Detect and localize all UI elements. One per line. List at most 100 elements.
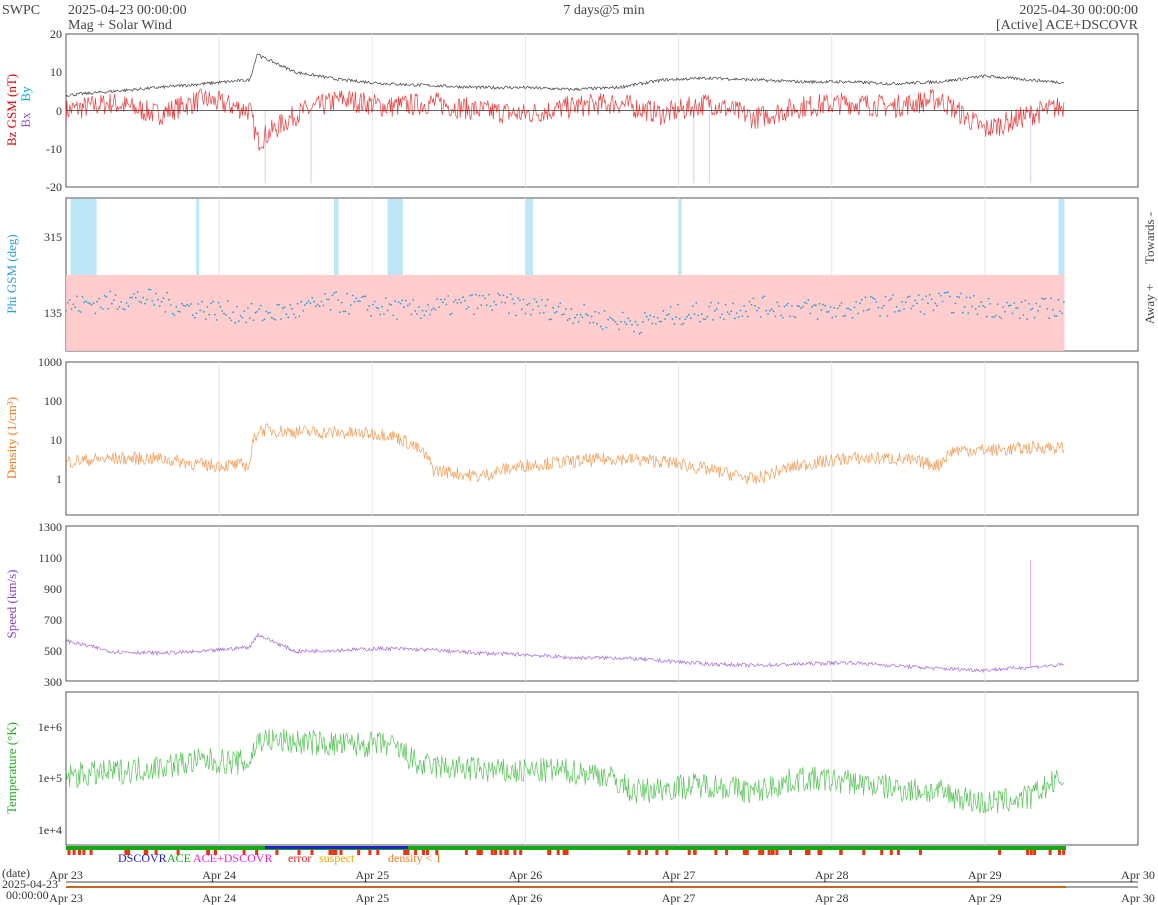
phi-point: [289, 304, 292, 306]
phi-point: [879, 315, 881, 317]
phi-point: [114, 294, 117, 296]
phi-point: [89, 302, 91, 305]
phi-point: [274, 319, 277, 321]
phi-point: [689, 317, 692, 320]
phi-point: [324, 293, 326, 295]
error-mark: [67, 850, 71, 855]
phi-point: [241, 316, 244, 319]
error-mark: [332, 850, 336, 855]
phi-point: [1015, 307, 1017, 310]
phi-point: [201, 300, 203, 303]
xtick-bottom: Apr 24: [202, 891, 236, 905]
phi-point: [820, 309, 823, 312]
phi-point: [280, 318, 282, 320]
phi-point: [164, 311, 167, 313]
legend-ace-dscovr: ACE+DSCOVR: [193, 851, 272, 865]
mag-ytick-m10: -10: [46, 142, 62, 156]
phi-point: [813, 304, 815, 307]
phi-point: [748, 300, 751, 303]
phi-point: [730, 310, 733, 313]
phi-point: [625, 323, 628, 326]
towards-band: [387, 199, 403, 275]
phi-point: [831, 316, 834, 319]
phi-point: [476, 307, 479, 310]
phi-point: [204, 318, 207, 320]
phi-point: [862, 309, 865, 312]
phi-point: [377, 307, 380, 310]
phi-point: [96, 300, 99, 303]
phi-point: [101, 308, 104, 310]
phi-point: [963, 305, 966, 308]
phi-point: [563, 313, 565, 315]
phi-point: [134, 296, 137, 299]
phi-point: [406, 304, 409, 307]
phi-point: [846, 307, 848, 310]
phi-point: [87, 302, 89, 304]
phi-point: [228, 317, 231, 319]
xtick-bottom: Apr 29: [968, 891, 1002, 905]
phi-point: [337, 299, 339, 301]
phi-point: [866, 309, 869, 311]
phi-point: [524, 312, 527, 315]
phi-point: [577, 320, 580, 323]
phi-point: [576, 313, 578, 316]
error-mark: [464, 850, 468, 855]
phi-point: [92, 302, 95, 305]
date-start-time: 00:00:00: [6, 888, 49, 902]
phi-point: [984, 306, 986, 309]
phi-point: [364, 295, 367, 298]
phi-point: [70, 308, 73, 310]
phi-point: [1055, 315, 1058, 317]
phi-point: [781, 316, 784, 319]
xtick-top: Apr 29: [968, 868, 1002, 882]
phi-point: [1022, 314, 1025, 316]
phi-point: [627, 317, 630, 320]
phi-point: [1053, 314, 1056, 317]
phi-point: [754, 305, 756, 307]
phi-point: [484, 297, 486, 300]
phi-point: [592, 321, 595, 324]
source-status-bar: [66, 846, 1066, 850]
phi-point: [149, 288, 152, 291]
error-mark: [725, 850, 729, 855]
phi-point: [362, 295, 365, 298]
phi-point: [386, 309, 389, 312]
phi-point: [452, 301, 455, 303]
phi-point: [340, 301, 343, 304]
phi-point: [90, 304, 93, 306]
phi-point: [157, 298, 159, 301]
towards-band: [334, 199, 339, 275]
phi-point: [508, 312, 510, 315]
phi-point: [237, 320, 240, 322]
phi-point: [774, 315, 777, 318]
speed-panel: [65, 525, 1139, 682]
phi-point: [105, 296, 108, 298]
phi-point: [226, 300, 229, 302]
phi-point: [941, 300, 944, 303]
phi-point: [822, 303, 824, 306]
phi-point: [206, 306, 209, 308]
phi-point: [305, 302, 308, 304]
phi-point: [184, 305, 187, 307]
phi-point: [609, 316, 611, 319]
phi-point: [327, 298, 330, 301]
phi-point: [162, 297, 165, 299]
xtick-top: Apr 26: [509, 868, 543, 882]
phi-point: [974, 308, 977, 310]
phi-point: [285, 313, 288, 316]
phi-point: [419, 317, 422, 320]
phi-point: [631, 323, 633, 326]
phi-point: [68, 299, 71, 301]
phi-point: [950, 311, 953, 314]
phi-point: [491, 309, 494, 311]
error-mark: [862, 850, 866, 855]
phi-point: [1033, 316, 1036, 319]
error-mark: [556, 850, 560, 855]
phi-point: [451, 312, 453, 315]
phi-point: [612, 319, 615, 322]
phi-point: [221, 310, 224, 312]
phi-point: [682, 322, 685, 325]
phi-point: [653, 316, 655, 318]
phi-point: [1011, 312, 1014, 315]
phi-point: [401, 299, 404, 302]
